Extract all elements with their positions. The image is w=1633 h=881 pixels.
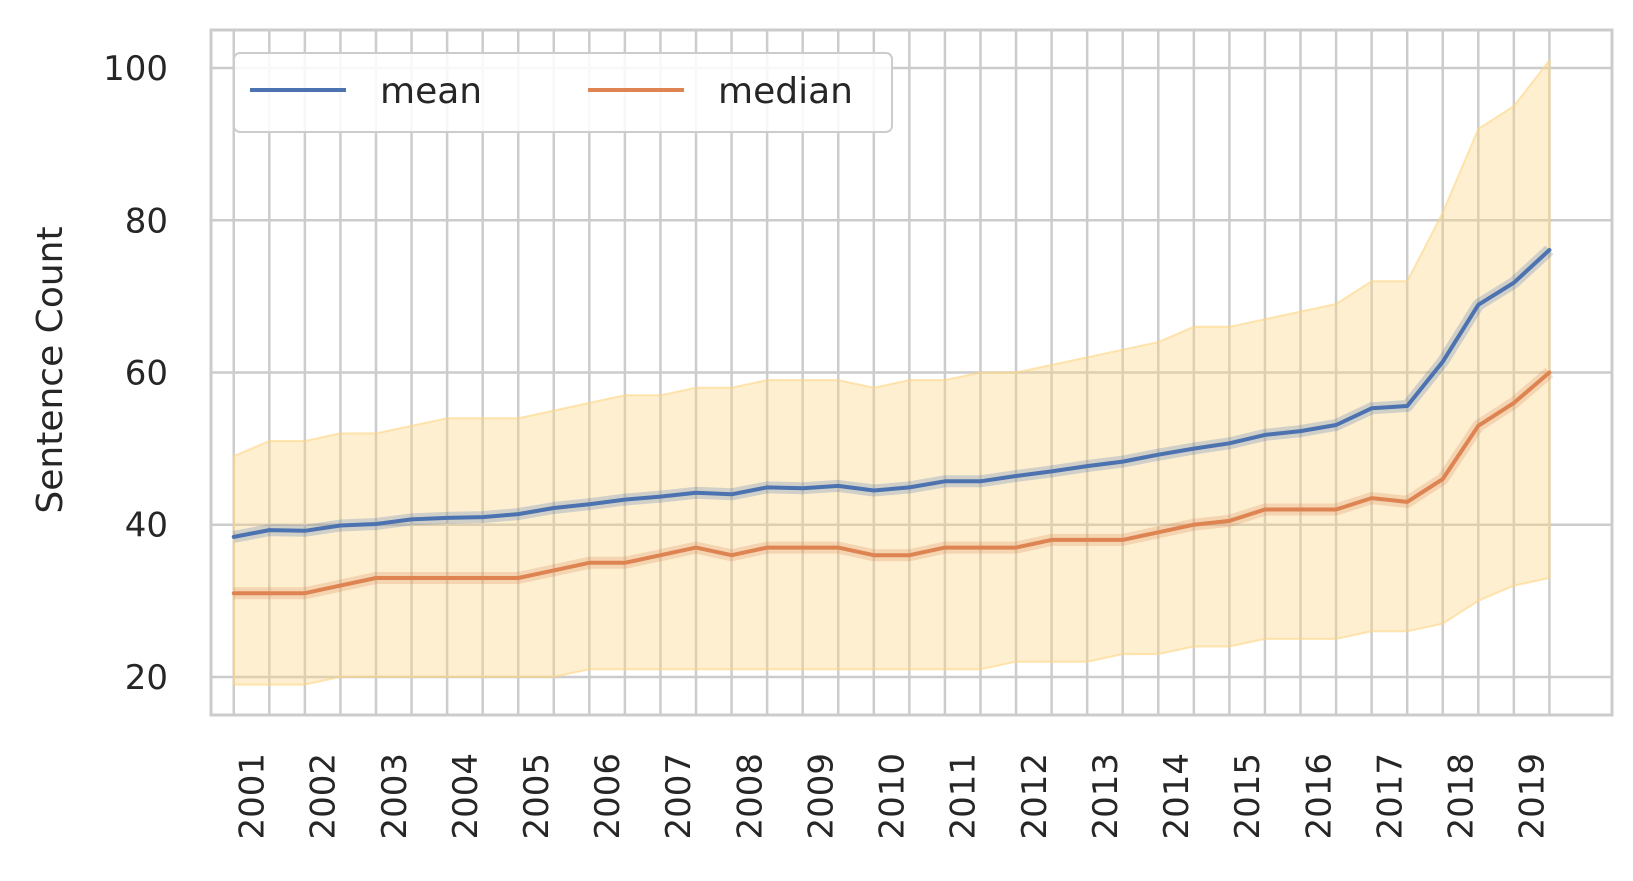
y-tick-label: 40 <box>125 506 168 546</box>
series-layer <box>231 245 1554 600</box>
x-tick-label: 2018 <box>1442 753 1482 840</box>
x-tick-label: 2013 <box>1086 753 1126 840</box>
plot-frame <box>209 28 1614 717</box>
x-tick-label: 2016 <box>1299 753 1339 840</box>
x-tick-label: 2009 <box>801 753 841 840</box>
x-tick-label: 2011 <box>944 753 984 840</box>
x-tick-label: 2005 <box>517 753 557 840</box>
legend-label-median: median <box>718 71 853 112</box>
x-tick-label: 2004 <box>446 753 486 840</box>
spread-band <box>232 57 1551 686</box>
x-axis-ticks: 2001 2002 2003 2004 2005 2006 2007 2008 2009 2010… <box>233 753 1553 840</box>
y-axis-ticks: 20 40 60 80 100 <box>103 49 168 698</box>
x-tick-label: 2015 <box>1228 753 1268 840</box>
y-tick-label: 20 <box>125 658 168 698</box>
x-tick-label: 2008 <box>730 753 770 840</box>
legend-label-mean: mean <box>380 71 482 112</box>
x-tick-label: 2003 <box>375 753 415 840</box>
x-tick-label: 2017 <box>1370 753 1410 840</box>
y-tick-label: 80 <box>125 201 168 241</box>
y-tick-label: 60 <box>125 354 168 394</box>
legend: mean median <box>233 52 893 133</box>
x-tick-label: 2014 <box>1157 753 1197 840</box>
x-tick-label: 2012 <box>1015 753 1055 840</box>
series-line-median <box>231 370 1552 596</box>
x-tick-label: 2010 <box>873 753 913 840</box>
legend-box <box>233 52 893 133</box>
x-tick-label: 2019 <box>1513 753 1553 840</box>
confidence-band-layer <box>232 57 1551 686</box>
x-tick-label: 2007 <box>659 753 699 840</box>
x-tick-label: 2002 <box>304 753 344 840</box>
y-axis-title: Sentence Count <box>30 226 71 513</box>
x-tick-label: 2001 <box>233 753 273 840</box>
x-tick-label: 2006 <box>588 753 628 840</box>
series-line-mean <box>231 248 1552 539</box>
y-tick-label: 100 <box>103 49 168 89</box>
